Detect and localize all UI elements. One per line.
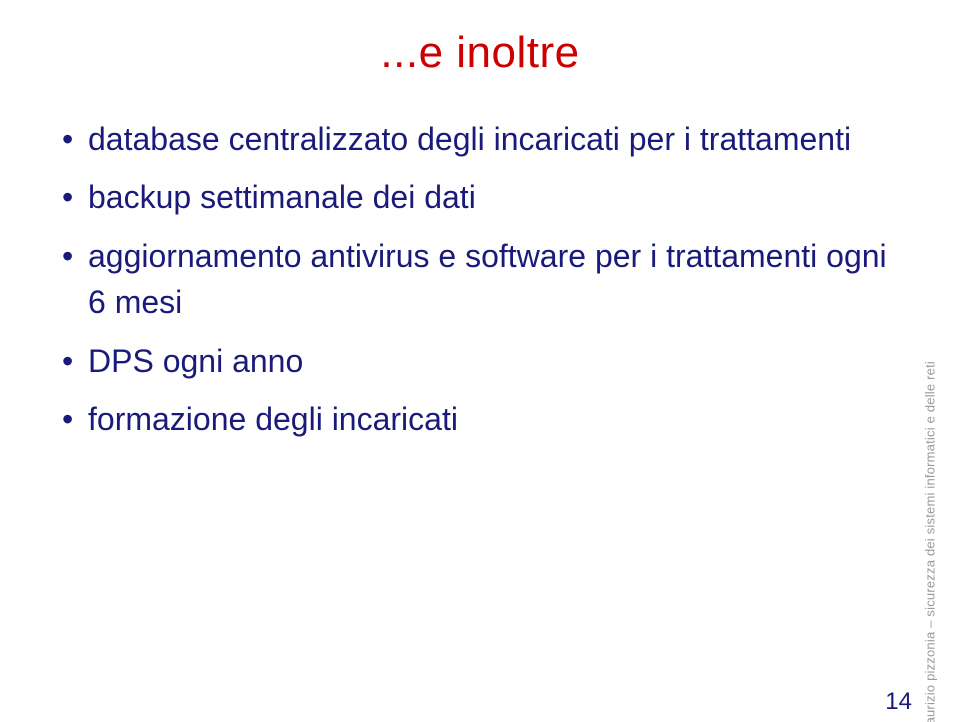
page-number: 14 bbox=[885, 688, 912, 716]
list-item: DPS ogni anno bbox=[60, 338, 900, 384]
bullet-text: formazione degli incaricati bbox=[88, 401, 458, 437]
bullet-text: aggiornamento antivirus e software per i… bbox=[88, 238, 887, 320]
list-item: database centralizzato degli incaricati … bbox=[60, 116, 900, 162]
bullet-list: database centralizzato degli incaricati … bbox=[60, 116, 900, 442]
bullet-text: backup settimanale dei dati bbox=[88, 179, 476, 215]
slide-title: ...e inoltre bbox=[60, 28, 900, 78]
slide: ...e inoltre database centralizzato degl… bbox=[0, 0, 960, 722]
list-item: formazione degli incaricati bbox=[60, 396, 900, 442]
list-item: aggiornamento antivirus e software per i… bbox=[60, 233, 900, 326]
list-item: backup settimanale dei dati bbox=[60, 174, 900, 220]
copyright-text: © 2006-2008 maurizio pizzonia – sicurezz… bbox=[923, 361, 938, 722]
bullet-text: database centralizzato degli incaricati … bbox=[88, 121, 851, 157]
bullet-text: DPS ogni anno bbox=[88, 343, 303, 379]
